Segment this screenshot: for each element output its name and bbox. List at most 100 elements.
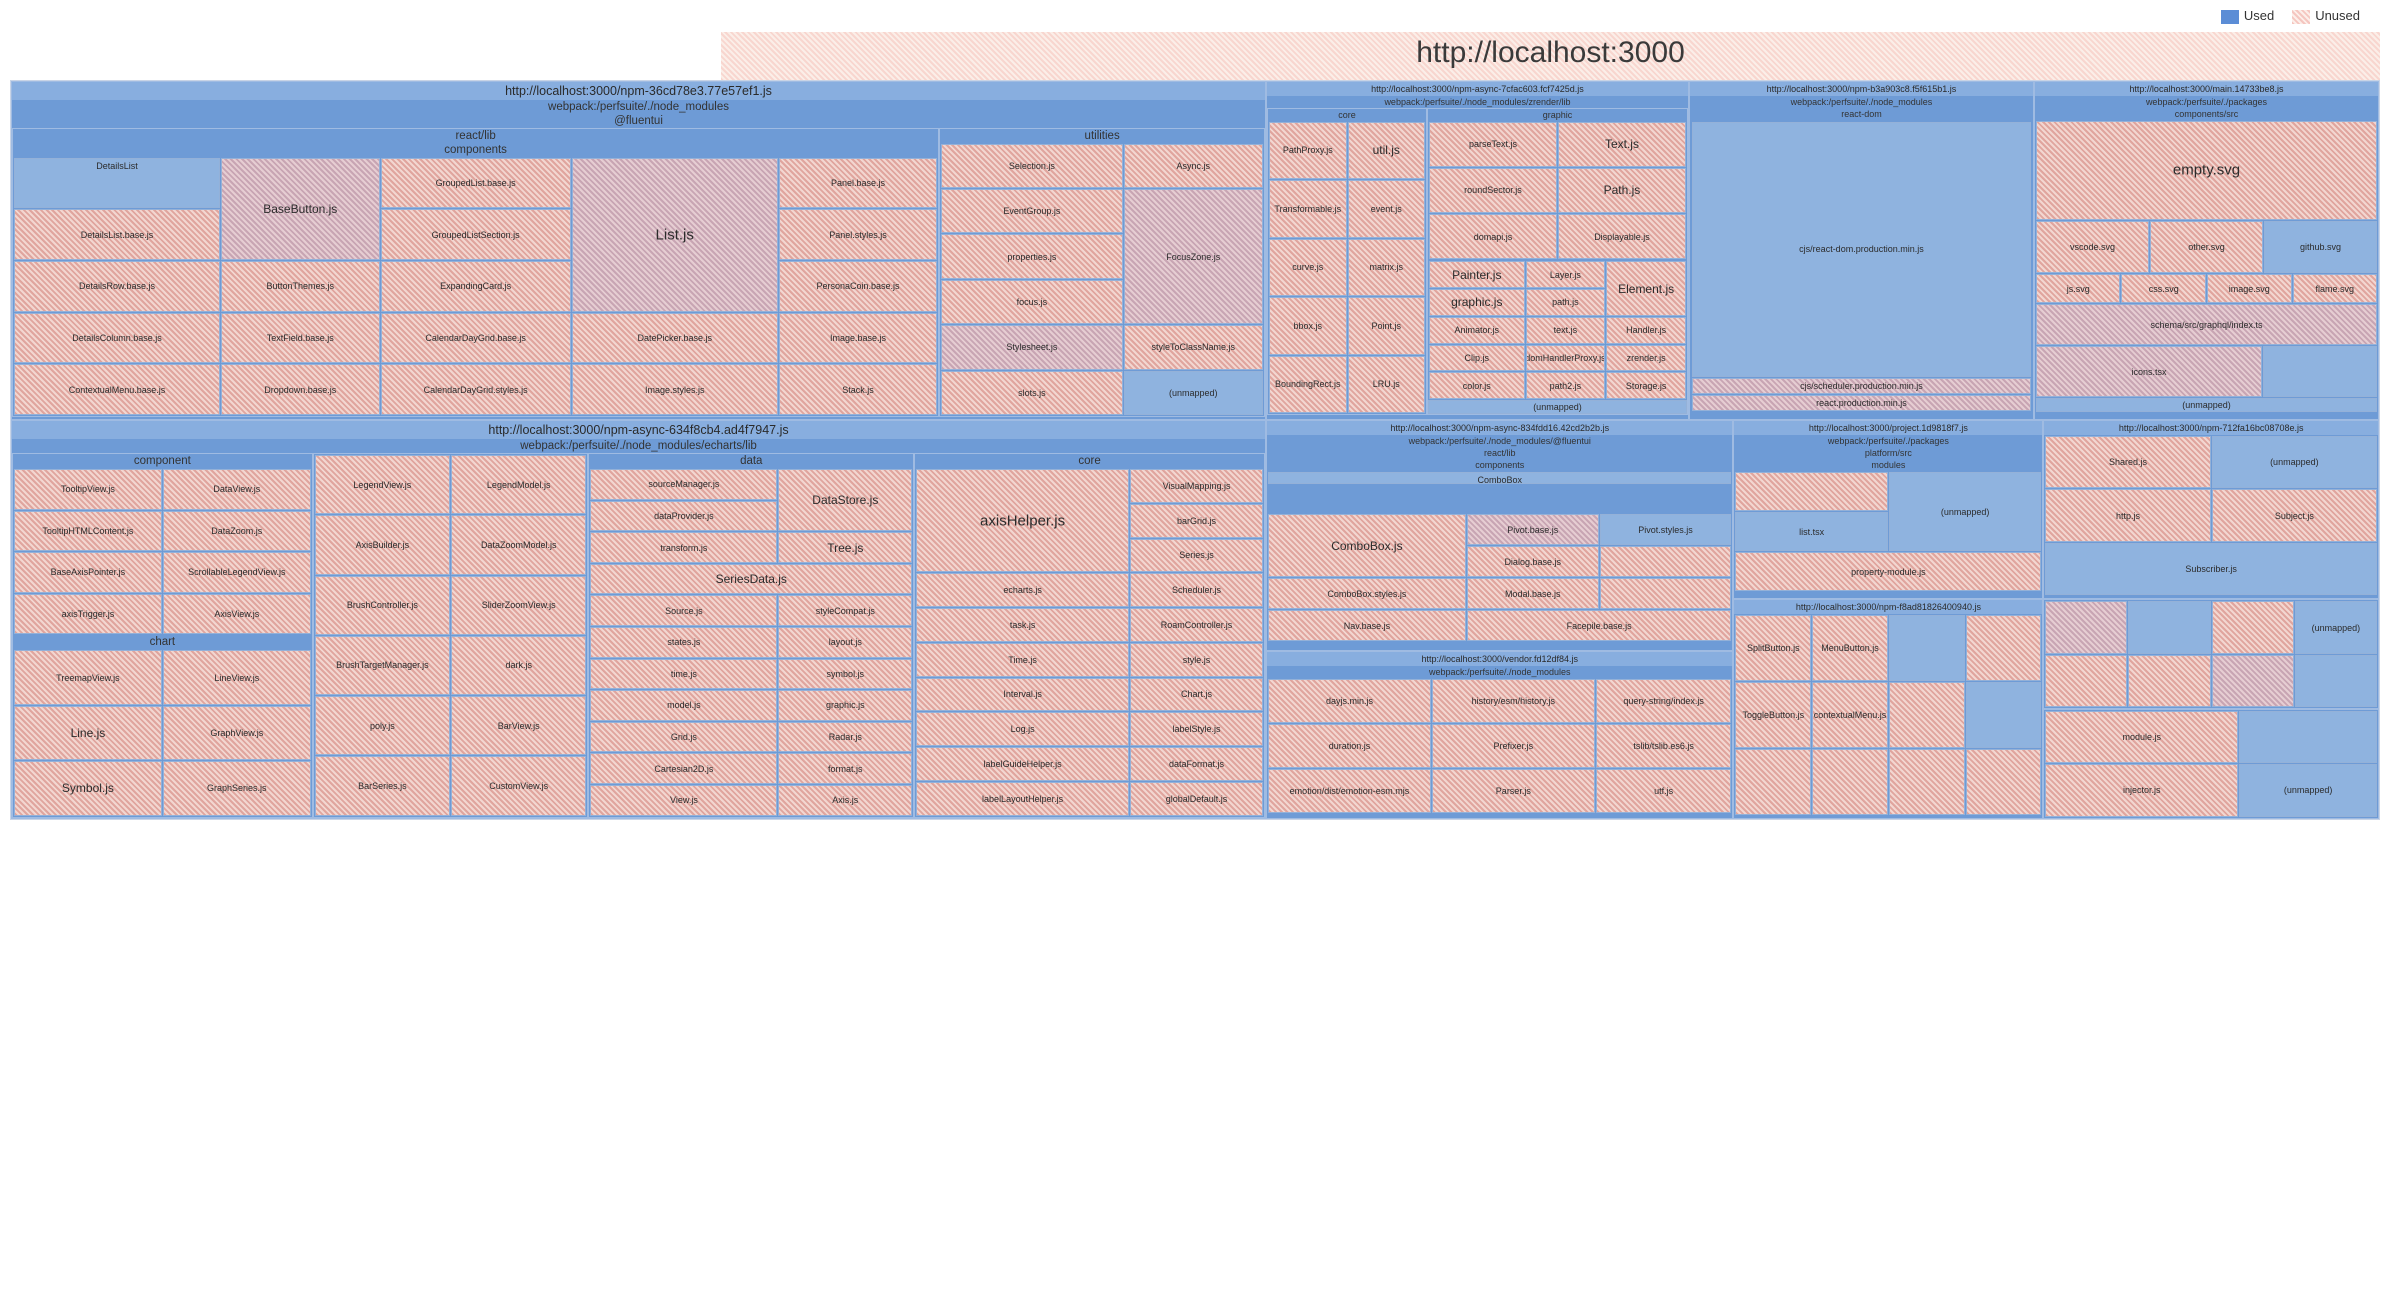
- treemap-cell[interactable]: schema/src/graphql/index.ts: [2036, 304, 2377, 345]
- treemap-cell[interactable]: Subscriber.js: [2045, 543, 2377, 595]
- treemap-cell[interactable]: Nav.base.js: [1268, 610, 1466, 641]
- treemap-cell[interactable]: TooltipView.js: [14, 469, 162, 510]
- treemap-cell[interactable]: style.js: [1130, 643, 1263, 677]
- treemap-cell[interactable]: Grid.js: [590, 722, 777, 753]
- treemap-cell[interactable]: DetailsColumn.base.js: [14, 313, 220, 364]
- treemap-cell[interactable]: BrushController.js: [315, 576, 450, 635]
- treemap-cell[interactable]: Radar.js: [778, 722, 912, 753]
- treemap-cell[interactable]: CalendarDayGrid.styles.js: [381, 364, 571, 415]
- bundle-small-3[interactable]: module.js injector.js (unmapped): [2043, 709, 2379, 819]
- treemap-cell[interactable]: DetailsList.base.js: [14, 209, 220, 260]
- treemap-cell[interactable]: path.js: [1526, 289, 1606, 316]
- bundle-small-2[interactable]: (unmapped): [2043, 599, 2379, 709]
- treemap-cell[interactable]: Chart.js: [1130, 678, 1263, 712]
- treemap-cell[interactable]: ExpandingCard.js: [381, 261, 571, 312]
- treemap-cell[interactable]: BaseButton.js: [221, 158, 379, 260]
- bundle-npm-712f[interactable]: http://localhost:3000/npm-712fa16bc08708…: [2043, 420, 2379, 599]
- treemap-cell[interactable]: DataZoom.js: [163, 511, 311, 552]
- treemap-cell[interactable]: Modal.base.js: [1467, 578, 1599, 609]
- treemap-cell[interactable]: Time.js: [916, 643, 1129, 677]
- treemap-cell[interactable]: matrix.js: [1348, 239, 1425, 297]
- treemap-cell[interactable]: Image.base.js: [779, 313, 937, 364]
- treemap-cell[interactable]: ScrollableLegendView.js: [163, 552, 311, 593]
- treemap-cell[interactable]: Scheduler.js: [1130, 573, 1263, 607]
- treemap-cell[interactable]: Shared.js: [2045, 436, 2210, 488]
- treemap-cell[interactable]: Storage.js: [1606, 372, 1686, 399]
- treemap-cell[interactable]: bbox.js: [1269, 297, 1346, 355]
- treemap-cell[interactable]: (unmapped): [2239, 764, 2377, 816]
- treemap-cell[interactable]: styleToClassName.js: [1124, 325, 1263, 369]
- treemap-cell[interactable]: Axis.js: [778, 785, 912, 816]
- treemap-cell[interactable]: Pivot.base.js: [1467, 514, 1599, 545]
- treemap-cell[interactable]: Image.styles.js: [572, 364, 778, 415]
- treemap-cell[interactable]: parseText.js: [1429, 122, 1557, 167]
- treemap-cell[interactable]: ComboBox: [1268, 472, 1731, 484]
- treemap-cell[interactable]: Dialog.base.js: [1467, 546, 1599, 577]
- treemap-cell[interactable]: Async.js: [1124, 144, 1263, 188]
- treemap-cell[interactable]: text.js: [1526, 317, 1606, 344]
- treemap[interactable]: http://localhost:3000/npm-36cd78e3.77e57…: [10, 80, 2380, 820]
- treemap-cell[interactable]: labelStyle.js: [1130, 712, 1263, 746]
- treemap-cell[interactable]: (unmapped): [2212, 436, 2377, 488]
- treemap-cell[interactable]: (unmapped): [1124, 371, 1263, 415]
- treemap-cell[interactable]: echarts.js: [916, 573, 1129, 607]
- treemap-cell[interactable]: model.js: [590, 690, 777, 721]
- treemap-cell[interactable]: VisualMapping.js: [1130, 469, 1263, 503]
- treemap-cell[interactable]: query-string/index.js: [1596, 679, 1732, 723]
- treemap-cell[interactable]: DetailsList: [14, 158, 220, 209]
- treemap-cell[interactable]: dataFormat.js: [1130, 747, 1263, 781]
- treemap-cell[interactable]: Parser.js: [1432, 769, 1595, 813]
- treemap-cell[interactable]: cjs/react-dom.production.min.js: [1692, 122, 2031, 377]
- treemap-cell[interactable]: EventGroup.js: [941, 189, 1122, 233]
- treemap-cell[interactable]: TooltipHTMLContent.js: [14, 511, 162, 552]
- treemap-cell[interactable]: other.svg: [2150, 221, 2263, 273]
- treemap-cell[interactable]: Stylesheet.js: [941, 325, 1122, 369]
- treemap-cell[interactable]: LineView.js: [163, 650, 311, 704]
- treemap-cell[interactable]: View.js: [590, 785, 777, 816]
- treemap-cell[interactable]: MenuButton.js: [1812, 615, 1888, 681]
- bundle-npm-b3a9[interactable]: http://localhost:3000/npm-b3a903c8.f5f61…: [1689, 81, 2034, 420]
- treemap-cell[interactable]: BaseAxisPointer.js: [14, 552, 162, 593]
- treemap-cell[interactable]: List.js: [572, 158, 778, 312]
- treemap-cell[interactable]: Interval.js: [916, 678, 1129, 712]
- treemap-cell[interactable]: [2045, 655, 2127, 707]
- treemap-cell[interactable]: labelGuideHelper.js: [916, 747, 1129, 781]
- treemap-cell[interactable]: Line.js: [14, 706, 162, 760]
- treemap-cell[interactable]: Facepile.base.js: [1467, 610, 1732, 641]
- treemap-cell[interactable]: symbol.js: [778, 659, 912, 690]
- treemap-cell[interactable]: utf.js: [1596, 769, 1732, 813]
- treemap-cell[interactable]: states.js: [590, 627, 777, 658]
- treemap-cell[interactable]: [2045, 601, 2127, 653]
- bundle-npm-634f[interactable]: http://localhost:3000/npm-async-634f8cb4…: [11, 420, 1266, 819]
- treemap-cell[interactable]: Clip.js: [1429, 345, 1525, 372]
- treemap-cell[interactable]: DatePicker.base.js: [572, 313, 778, 364]
- treemap-cell[interactable]: CalendarDayGrid.base.js: [381, 313, 571, 364]
- treemap-cell[interactable]: format.js: [778, 753, 912, 784]
- treemap-cell[interactable]: ComboBox.styles.js: [1268, 578, 1466, 609]
- treemap-cell[interactable]: labelLayoutHelper.js: [916, 782, 1129, 816]
- treemap-cell[interactable]: js.svg: [2036, 274, 2121, 303]
- treemap-cell[interactable]: history/esm/history.js: [1432, 679, 1595, 723]
- treemap-cell[interactable]: FocusZone.js: [1124, 189, 1263, 324]
- treemap-cell[interactable]: transform.js: [590, 532, 777, 563]
- bundle-npm-36cd[interactable]: http://localhost:3000/npm-36cd78e3.77e57…: [11, 81, 1266, 420]
- treemap-cell[interactable]: Layer.js: [1526, 261, 1606, 288]
- treemap-cell[interactable]: cjs/scheduler.production.min.js: [1692, 378, 2031, 394]
- treemap-cell[interactable]: PathProxy.js: [1269, 122, 1346, 179]
- treemap-cell[interactable]: BoundingRect.js: [1269, 356, 1346, 414]
- treemap-cell[interactable]: [1966, 749, 2042, 815]
- treemap-cell[interactable]: (unmapped): [1428, 400, 1687, 414]
- treemap-cell[interactable]: domHandlerProxy.js: [1526, 345, 1606, 372]
- treemap-cell[interactable]: path2.js: [1526, 372, 1606, 399]
- treemap-cell[interactable]: GroupedListSection.js: [381, 209, 571, 260]
- treemap-cell[interactable]: graphic.js: [778, 690, 912, 721]
- treemap-cell[interactable]: Handler.js: [1606, 317, 1686, 344]
- treemap-cell[interactable]: [2212, 655, 2294, 707]
- treemap-cell[interactable]: injector.js: [2045, 764, 2238, 816]
- treemap-cell[interactable]: [2128, 601, 2210, 653]
- treemap-cell[interactable]: time.js: [590, 659, 777, 690]
- treemap-cell[interactable]: globalDefault.js: [1130, 782, 1263, 816]
- treemap-cell[interactable]: ButtonThemes.js: [221, 261, 379, 312]
- treemap-cell[interactable]: Stack.js: [779, 364, 937, 415]
- treemap-cell[interactable]: BarSeries.js: [315, 756, 450, 815]
